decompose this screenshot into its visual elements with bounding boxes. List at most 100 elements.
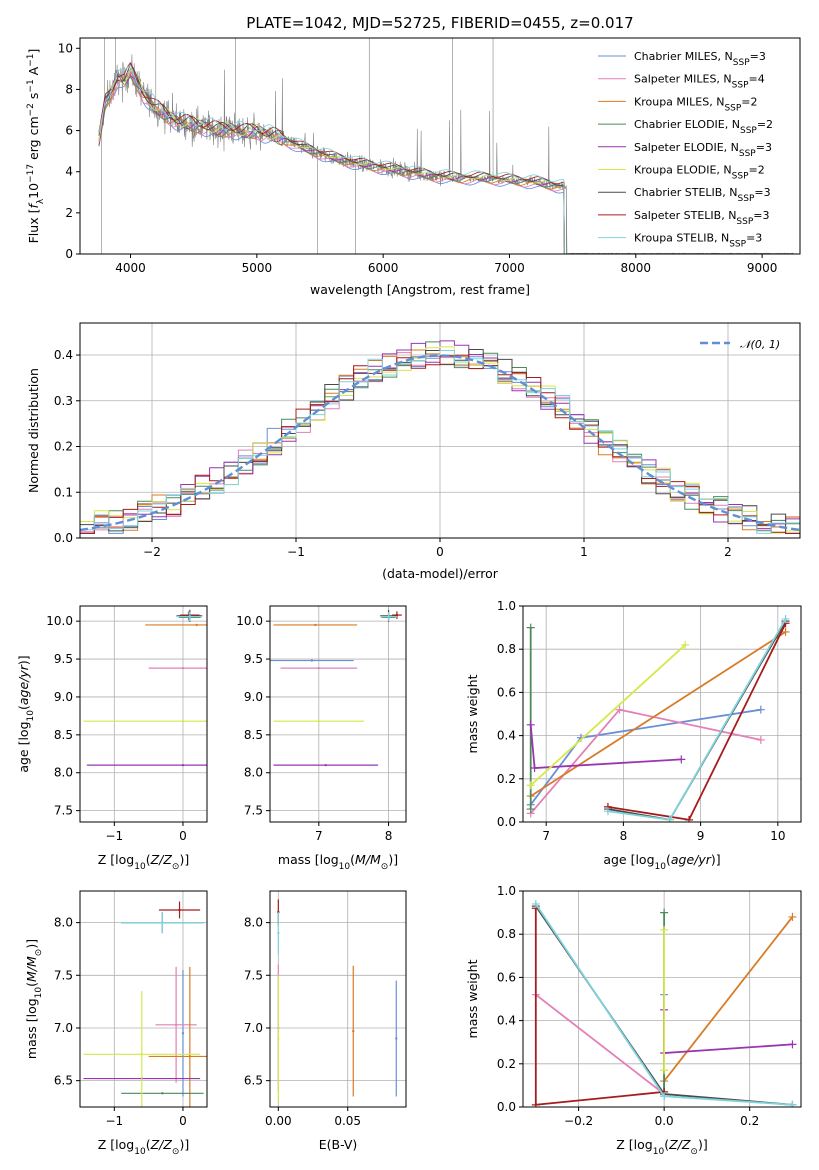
- y-tick-label: 10.0: [236, 614, 263, 628]
- gauss-legend-label: 𝒩(0, 1): [740, 338, 780, 351]
- mass_vs_EBV-plot-area: [270, 891, 406, 1107]
- model-spectrum-kroupa-stelib: [98, 64, 565, 254]
- y-tick-label: 0.2: [54, 440, 73, 454]
- x-tick-label: −0.2: [564, 1114, 593, 1128]
- weight_vs_Z-panel: −0.2 0.0 0.2 0.0 0.2 0.4 0.6 0.8 1.0 Z [log10(Z/Z…: [465, 884, 802, 1157]
- y-tick-label: 8.5: [244, 728, 263, 742]
- spectrum-panel: 4000 5000 6000 7000 8000 9000 0 2 4 6 8 10 wavelengt…: [26, 37, 801, 297]
- age_vs_mass-frame: [269, 605, 407, 823]
- x-tick-label: 0.2: [740, 1114, 759, 1128]
- data-point: [395, 613, 399, 617]
- data-point: [181, 666, 185, 670]
- y-tick-label: 0.4: [497, 1014, 516, 1028]
- y-tick-label: 8: [65, 82, 73, 96]
- y-tick-label: 0.0: [497, 1100, 516, 1114]
- residuals-panel: −2 −1 0 1 2 0.0 0.1 0.2 0.3 0.4 𝒩(0, 1) (data-model…: [26, 322, 801, 581]
- x-tick-label: −1: [287, 545, 305, 559]
- y-tick-label: 8.0: [244, 916, 263, 930]
- weight-marker: [756, 705, 765, 714]
- y-tick-label: 7.5: [244, 968, 263, 982]
- residuals-ylabel: Normed distribution: [26, 368, 41, 493]
- x-tick-label: 8000: [621, 261, 652, 275]
- weight-marker: [660, 1092, 669, 1101]
- weight-marker: [685, 815, 694, 822]
- y-tick-label: 0: [65, 247, 73, 261]
- mass-vs-z-ylabel: mass [log10(M/M⊙)]: [24, 939, 44, 1059]
- mass-vs-ebv-xlabel: E(B-V): [319, 1137, 358, 1152]
- y-tick-label: 0.4: [497, 729, 516, 743]
- histogram-kroupa-elodie: [80, 346, 800, 534]
- data-point: [395, 1037, 398, 1040]
- data-point: [181, 1032, 185, 1035]
- data-point: [387, 615, 390, 618]
- weight-line-salpeter-stelib: [534, 908, 665, 1106]
- mass-vs-z-xlabel: Z [log10(Z/Z⊙)]: [98, 1137, 189, 1157]
- y-tick-label: 0.1: [54, 485, 73, 499]
- weight_vs_age-plot-area: [523, 606, 801, 822]
- data-point: [174, 1023, 178, 1027]
- weight-marker: [526, 781, 535, 790]
- y-tick-label: 9.5: [244, 652, 263, 666]
- data-point: [352, 1029, 355, 1033]
- mass_vs_Z-panel: −1 0 6.5 7.0 7.5 8.0 Z [log10(Z/Z⊙)] mass [log1…: [24, 890, 208, 1157]
- y-tick-label: 0.0: [54, 531, 73, 545]
- model-spectrum-salpeter-elodie: [98, 74, 565, 254]
- weight-marker: [660, 1066, 669, 1075]
- weight_vs_age-xlabel: age [log10(age/yr)]: [603, 852, 720, 872]
- data-point: [188, 615, 192, 618]
- legend-label: Chabrier ELODIE, NSSP=2: [634, 118, 773, 136]
- x-tick-label: 4000: [115, 261, 146, 275]
- data-point: [324, 763, 327, 767]
- age_vs_Z-panel: −1 0 7.5 8.0 8.5 9.0 9.5 10.0 Z [log10(Z/Z⊙)] age…: [16, 605, 208, 872]
- x-tick-label: 0.0: [655, 1114, 674, 1128]
- weight-marker: [788, 1040, 797, 1049]
- weight-marker: [526, 805, 535, 814]
- model-spectrum-salpeter-stelib: [98, 62, 565, 254]
- y-tick-label: 0.8: [497, 927, 516, 941]
- y-tick-label: 0.3: [54, 394, 73, 408]
- data-point: [181, 763, 185, 767]
- x-tick-label: 6000: [368, 261, 399, 275]
- weight-marker: [531, 899, 540, 908]
- legend-label: Chabrier MILES, NSSP=3: [634, 50, 766, 68]
- y-tick-label: 1.0: [497, 884, 516, 898]
- age_vs_mass-plot-area: [270, 606, 406, 822]
- age-vs-mass-xlabel: mass [log10(M/M⊙)]: [278, 852, 398, 872]
- mass_vs_Z-frame: [79, 890, 208, 1108]
- mass_vs_Z-plot-area: [80, 891, 207, 1107]
- y-tick-label: 10.0: [46, 614, 73, 628]
- weight-marker: [788, 912, 797, 921]
- x-tick-label: 8: [620, 829, 628, 843]
- age_vs_Z-plot-area: [80, 606, 207, 822]
- y-tick-label: 7.5: [244, 804, 263, 818]
- x-tick-label: −1: [105, 1114, 123, 1128]
- x-tick-label: 7: [315, 829, 323, 843]
- y-tick-label: 7.5: [54, 804, 73, 818]
- x-tick-label: 0.05: [334, 1114, 361, 1128]
- x-tick-label: 0: [179, 1114, 187, 1128]
- data-point: [161, 1092, 164, 1095]
- weight-marker: [781, 614, 790, 623]
- x-tick-label: 0: [436, 545, 444, 559]
- data-point: [310, 659, 314, 662]
- y-tick-label: 6: [65, 124, 73, 138]
- weight-line-salpeter-miles: [535, 993, 665, 1095]
- legend-label: Chabrier STELIB, NSSP=3: [634, 186, 771, 204]
- x-tick-label: 7000: [494, 261, 525, 275]
- x-tick-label: 9: [697, 829, 705, 843]
- legend-label: Salpeter ELODIE, NSSP=3: [634, 141, 772, 159]
- weight_vs_age-panel: 7 8 9 10 0.0 0.2 0.4 0.6 0.8 1.0 age [log10(age/yr…: [465, 599, 802, 872]
- y-tick-label: 0.6: [497, 685, 516, 699]
- y-tick-label: 4: [65, 165, 73, 179]
- age-vs-z-ylabel: age [log10(age/yr)]: [16, 655, 36, 772]
- model-spectrum-kroupa-miles: [98, 73, 565, 254]
- weight-marker: [603, 807, 612, 816]
- y-tick-label: 8.0: [54, 766, 73, 780]
- histogram-kroupa-stelib: [80, 350, 800, 534]
- gaussian-curve: [80, 354, 800, 532]
- y-tick-label: 9.0: [244, 690, 263, 704]
- weight-marker: [660, 908, 669, 917]
- x-tick-label: −1: [105, 829, 123, 843]
- figure-title: PLATE=1042, MJD=52725, FIBERID=0455, z=0…: [246, 14, 633, 32]
